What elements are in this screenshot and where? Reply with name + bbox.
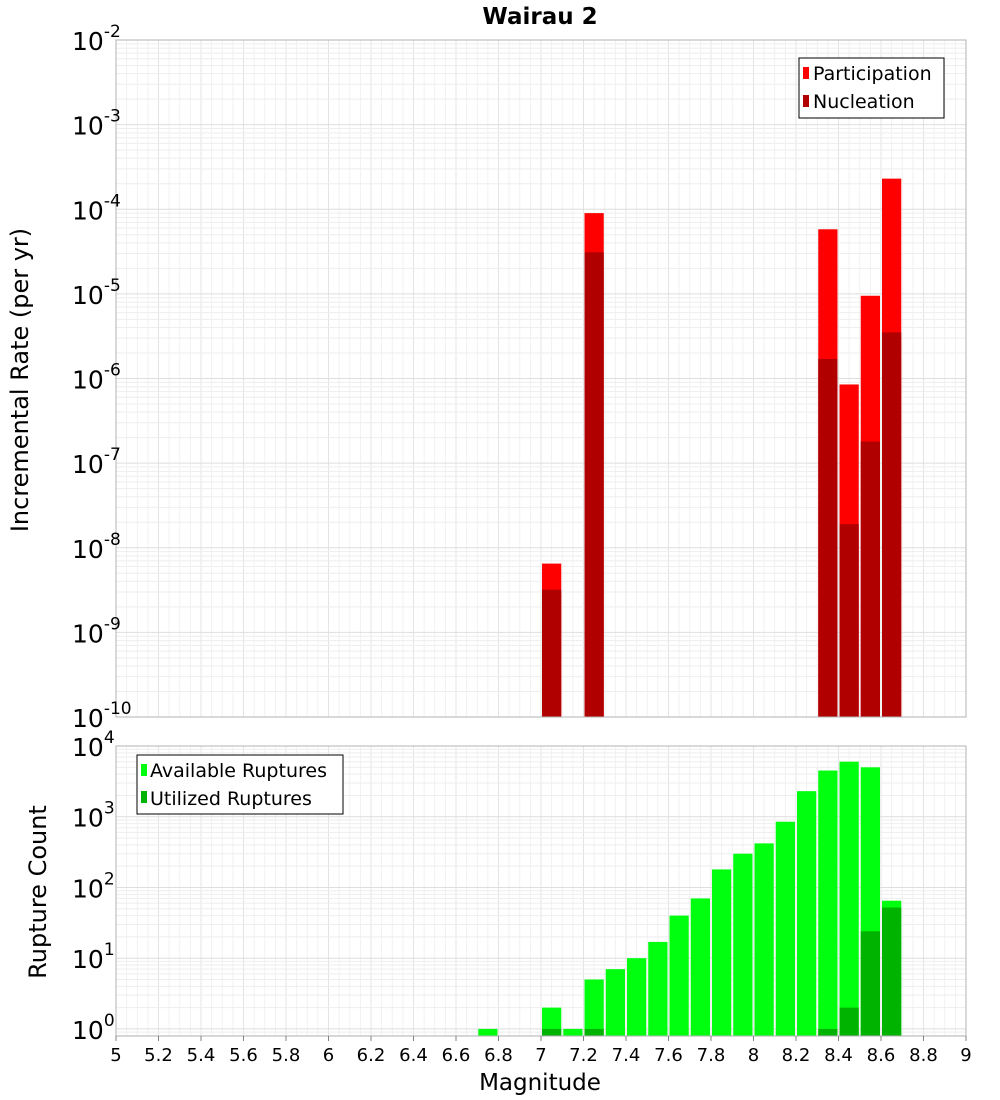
rate-bar-nucleation [882, 332, 902, 717]
rate-y-tick-label: 10-6 [72, 361, 121, 395]
count-bar-available-ruptures [690, 898, 710, 1036]
x-tick-label: 5.2 [144, 1045, 173, 1066]
rate-bar-nucleation [584, 252, 604, 717]
count-bar-available-ruptures [584, 979, 604, 1036]
count-bar-utilized-ruptures [542, 1028, 562, 1036]
rate-y-tick-label: 10-2 [72, 22, 121, 56]
rate-y-tick-label: 10-3 [72, 107, 121, 141]
count-bar-available-ruptures [775, 821, 795, 1036]
count-legend: Available Ruptures Utilized Ruptures [136, 754, 344, 815]
count-legend-box [136, 754, 344, 815]
count-bar-available-ruptures [669, 915, 689, 1036]
count-y-tick-label: 102 [72, 869, 115, 903]
x-tick-label: 9 [960, 1045, 971, 1066]
x-tick-label: 7 [535, 1045, 546, 1066]
count-chart: 104 103 102 101 100 5 5.2 5.4 5.6 5.8 6 6.2 6.4 6.6 6… [24, 728, 972, 1096]
count-y-ticks: 104 103 102 101 100 [72, 728, 115, 1045]
x-tick-label: 6.4 [399, 1045, 428, 1066]
count-bar-utilized-ruptures [882, 907, 902, 1036]
rate-chart: Wairau 2 10-210-310-410-510-610-710-810-… [6, 4, 967, 733]
count-bar-available-ruptures [563, 1028, 583, 1036]
count-bar-available-ruptures [648, 941, 668, 1036]
count-y-tick-label: 103 [72, 799, 115, 833]
x-tick-label: 5.4 [187, 1045, 216, 1066]
count-bars [478, 761, 902, 1036]
count-bar-available-ruptures [542, 1007, 562, 1036]
count-bar-available-ruptures [797, 791, 817, 1036]
count-bar-available-ruptures [754, 843, 774, 1036]
count-bar-available-ruptures [818, 770, 838, 1036]
x-tick-label: 6.8 [484, 1045, 513, 1066]
x-tick-label: 5.8 [272, 1045, 301, 1066]
x-tick-label: 7.4 [612, 1045, 641, 1066]
nucleation-legend-label: Nucleation [813, 91, 915, 113]
rate-y-tick-label: 10-10 [72, 699, 132, 733]
count-y-tick-label: 104 [72, 728, 115, 762]
x-axis-label: Magnitude [479, 1070, 601, 1096]
count-y-tick-label: 101 [72, 940, 115, 974]
count-bar-available-ruptures [478, 1028, 498, 1036]
rate-y-ticks: 10-2 10-3 10-4 10-5 10-6 10-7 10-8 10-9 10-10 [72, 22, 132, 733]
utilized-legend-label: Utilized Ruptures [150, 788, 312, 810]
rate-bar-nucleation [542, 589, 562, 717]
rate-bars [542, 178, 902, 718]
count-y-tick-label: 100 [72, 1011, 115, 1045]
count-bar-available-ruptures [839, 761, 859, 1036]
count-bar-available-ruptures [733, 853, 753, 1036]
rate-y-tick-label: 10-9 [72, 614, 121, 648]
x-tick-label: 6 [323, 1045, 334, 1066]
rate-y-tick-label: 10-8 [72, 530, 121, 564]
x-tick-label: 6.6 [442, 1045, 471, 1066]
rate-bar-nucleation [860, 441, 880, 717]
rate-legend-box [798, 57, 945, 119]
rate-y-tick-label: 10-4 [72, 191, 121, 225]
rate-bar-nucleation [818, 358, 838, 717]
rate-y-axis-label: Incremental Rate (per yr) [6, 228, 34, 532]
utilized-legend-swatch [141, 791, 147, 803]
available-legend-label: Available Ruptures [150, 760, 327, 782]
x-tick-label: 8.6 [867, 1045, 896, 1066]
x-tick-label: 8.4 [824, 1045, 853, 1066]
rate-plot-frame [115, 39, 967, 718]
x-tick-label: 6.2 [357, 1045, 386, 1066]
x-tick-label: 7.8 [697, 1045, 726, 1066]
count-bar-utilized-ruptures [839, 1007, 859, 1036]
count-bar-utilized-ruptures [584, 1028, 604, 1036]
x-tick-label: 7.2 [569, 1045, 598, 1066]
count-bar-available-ruptures [627, 958, 647, 1036]
rate-legend: Participation Nucleation [798, 57, 945, 119]
rate-grid [116, 40, 966, 717]
participation-legend-label: Participation [813, 63, 932, 85]
x-tick-label: 8 [748, 1045, 759, 1066]
count-bar-utilized-ruptures [860, 931, 880, 1036]
participation-legend-swatch [803, 67, 809, 79]
count-bar-available-ruptures [605, 969, 625, 1036]
nucleation-legend-swatch [803, 95, 809, 107]
x-tick-label: 5 [110, 1045, 121, 1066]
x-tick-label: 5.6 [229, 1045, 258, 1066]
count-y-axis-label: Rupture Count [24, 805, 52, 979]
rate-y-tick-label: 10-5 [72, 276, 121, 310]
x-tick-label: 8.8 [909, 1045, 938, 1066]
rate-y-tick-label: 10-7 [72, 445, 121, 479]
x-tick-label: 8.2 [782, 1045, 811, 1066]
count-bar-available-ruptures [712, 869, 732, 1036]
chart-title: Wairau 2 [482, 4, 597, 30]
count-bar-utilized-ruptures [818, 1028, 838, 1036]
available-legend-swatch [141, 764, 147, 776]
rate-bar-nucleation [839, 524, 859, 717]
x-tick-label: 7.6 [654, 1045, 683, 1066]
count-x-ticks: 5 5.2 5.4 5.6 5.8 6 6.2 6.4 6.6 6.8 7 7.2 7.4 7.6 7.8 8… [110, 1036, 972, 1066]
